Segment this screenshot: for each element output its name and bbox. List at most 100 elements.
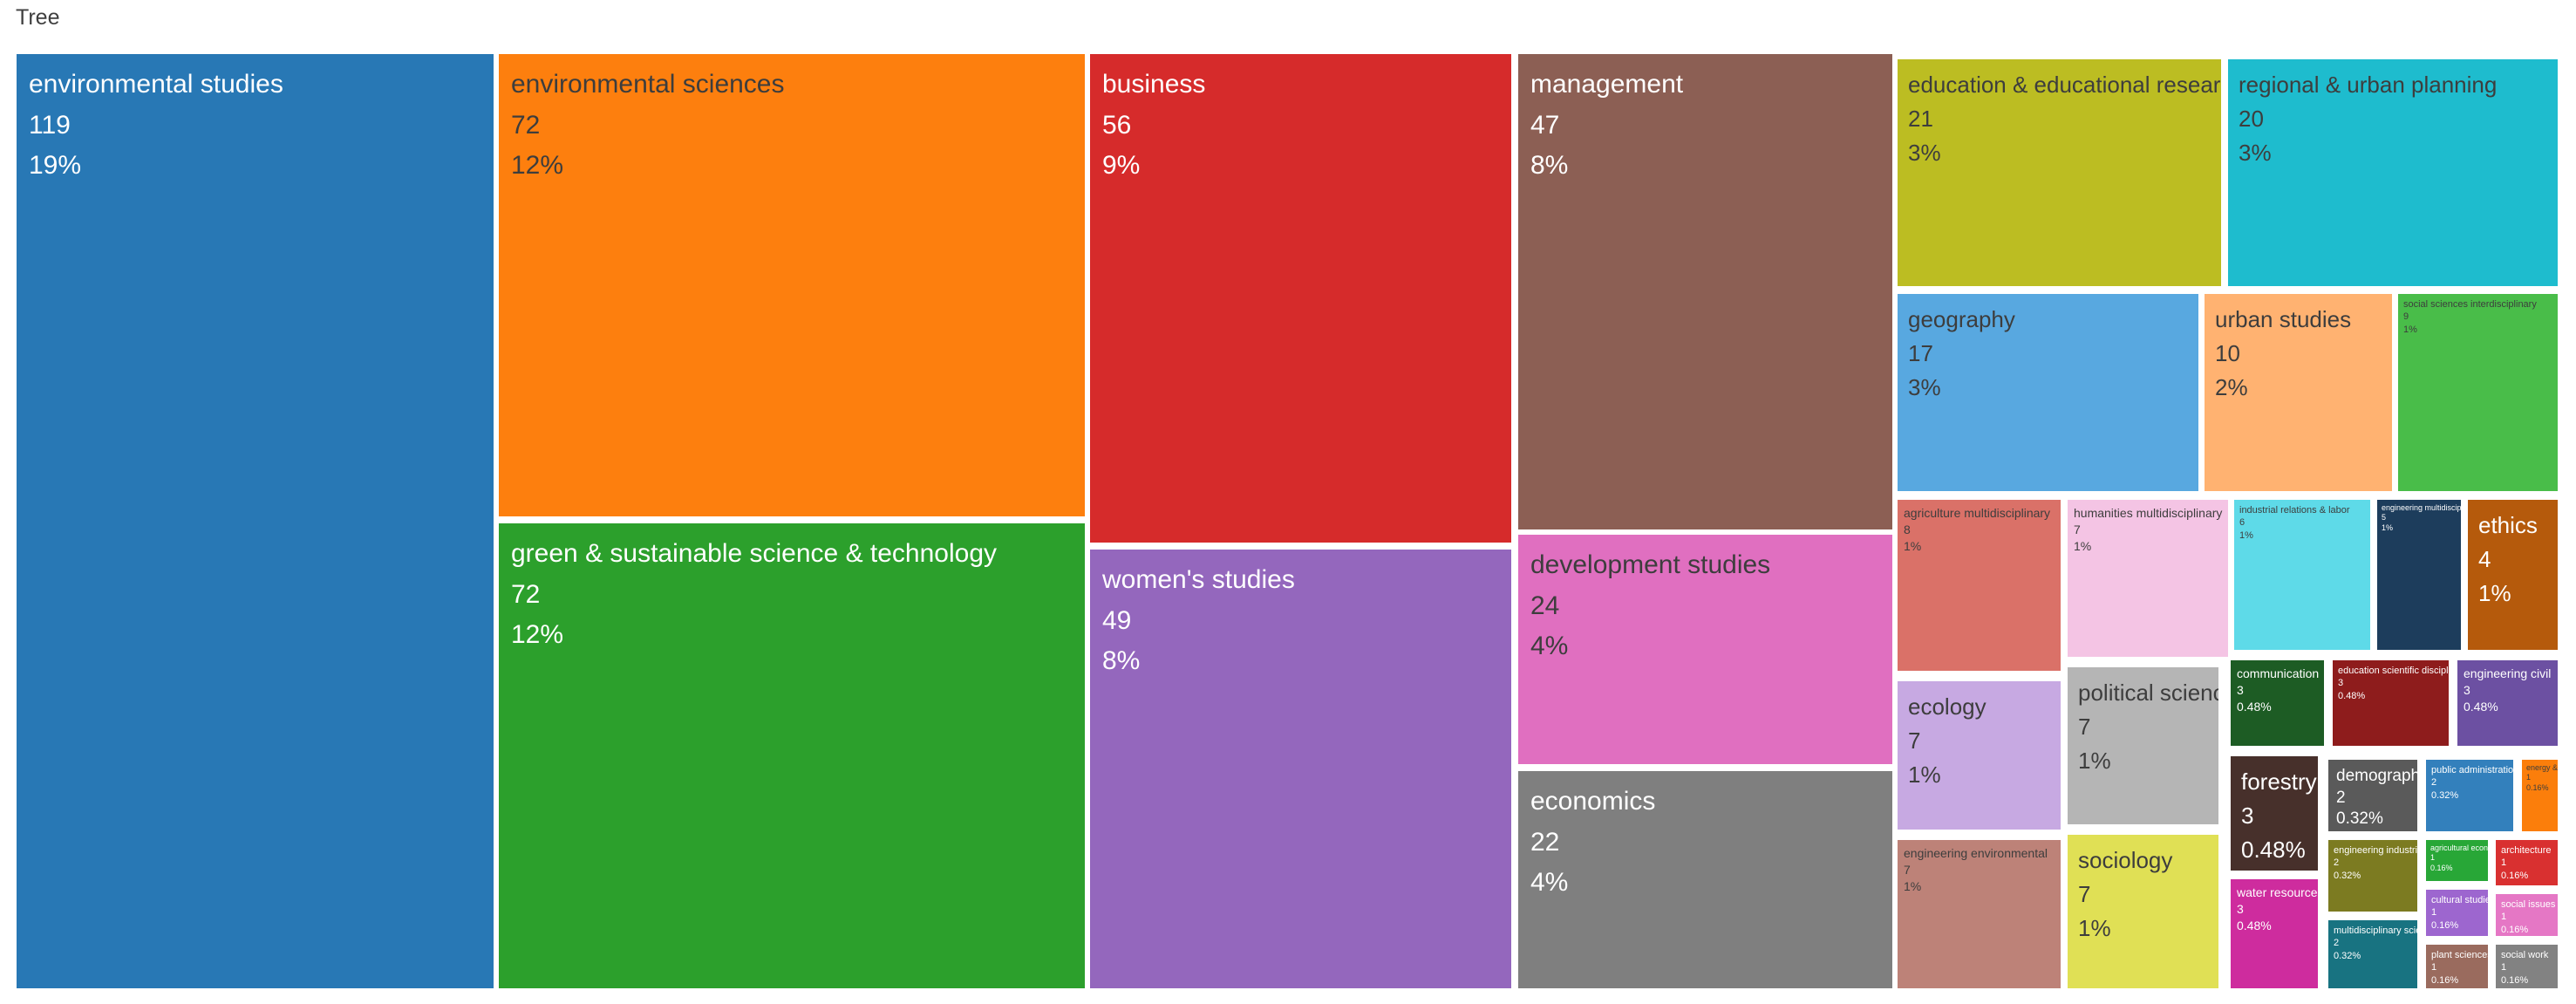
- cell-percent: 1%: [2078, 915, 2111, 941]
- treemap-cell-humanities-multidisciplinary[interactable]: humanities multidisciplinary 7 1%: [2068, 500, 2228, 657]
- treemap-cell-education-scientific-disciplines[interactable]: education scientific disciplines 30.48%: [2333, 660, 2449, 746]
- treemap-cell-agricultural-economics-and-policy[interactable]: agricultural economics & policy10.16%: [2426, 840, 2488, 881]
- cell-percent: 0.48%: [2464, 699, 2498, 714]
- cell-label: environmental sciences: [511, 70, 785, 99]
- cell-percent: 3%: [2239, 140, 2272, 166]
- cell-label: demography: [2336, 767, 2417, 785]
- treemap-cell-political-science[interactable]: political science 7 1%: [2068, 667, 2218, 824]
- cell-percent: 0.16%: [2501, 924, 2529, 935]
- treemap-cell-agriculture-multidisciplinary[interactable]: agriculture multidisciplinary 8 1%: [1898, 500, 2061, 671]
- treemap-cell-management[interactable]: management 47 8%: [1518, 54, 1892, 529]
- cell-label: education scientific disciplines: [2338, 666, 2449, 676]
- treemap-cell-public-administration[interactable]: public administration 2 0.32%: [2426, 760, 2513, 831]
- cell-label: engineering environmental: [1904, 846, 2048, 860]
- cell-label: regional & urban planning: [2239, 72, 2498, 98]
- cell-count: 47: [1530, 110, 1560, 140]
- cell-label: architecture: [2501, 845, 2552, 856]
- cell-count: 5: [2382, 513, 2387, 522]
- cell-label: social work: [2501, 950, 2549, 960]
- cell-label: public administration: [2431, 765, 2513, 775]
- treemap-cell-cultural-studies[interactable]: cultural studies 10.16%: [2426, 890, 2488, 936]
- cell-count: 3: [2241, 803, 2254, 829]
- cell-count: 2: [2334, 938, 2340, 949]
- treemap-cell-environmental-studies[interactable]: environmental studies 119 19%: [17, 54, 494, 988]
- cell-percent: 4%: [1530, 868, 1569, 897]
- treemap-cell-communication[interactable]: communication 3 0.48%: [2231, 660, 2324, 746]
- treemap-cell-regional-and-urban-planning[interactable]: regional & urban planning 20 3%: [2228, 59, 2558, 286]
- treemap-cell-development-studies[interactable]: development studies 24 4%: [1518, 535, 1892, 764]
- cell-label: political science: [2078, 680, 2218, 706]
- cell-percent: 1%: [2078, 748, 2111, 774]
- cell-percent: 8%: [1530, 151, 1569, 180]
- treemap-cell-urban-studies[interactable]: urban studies 10 2%: [2205, 294, 2392, 491]
- treemap-cell-architecture[interactable]: architecture 1 0.16%: [2496, 840, 2558, 885]
- cell-label: agricultural economics & policy: [2430, 843, 2488, 852]
- cell-label: communication: [2237, 666, 2320, 680]
- cell-label: forestry: [2241, 768, 2317, 795]
- cell-label: ethics: [2478, 512, 2538, 538]
- cell-label: water resources: [2237, 885, 2318, 899]
- cell-percent: 0.16%: [2501, 870, 2529, 881]
- cell-percent: 0.16%: [2501, 974, 2529, 986]
- treemap-cell-energy-and-fuels[interactable]: energy & fuels10.16%: [2522, 760, 2558, 831]
- treemap-cell-social-sciences-interdisciplinary[interactable]: social sciences interdisciplinary 9 1%: [2398, 294, 2558, 491]
- cell-percent: 3%: [1908, 374, 1941, 400]
- treemap-cell-water-resources[interactable]: water resources 3 0.48%: [2231, 879, 2318, 988]
- treemap-cell-multidisciplinary-sciences[interactable]: multidisciplinary sciences 20.32%: [2328, 920, 2417, 988]
- cell-label: business: [1102, 70, 1206, 99]
- cell-percent: 1%: [2403, 324, 2417, 335]
- treemap-cell-ethics[interactable]: ethics 4 1%: [2468, 500, 2558, 650]
- cell-label: ecology: [1908, 693, 1987, 720]
- cell-percent: 1%: [2074, 538, 2092, 553]
- cell-percent: 1%: [1908, 762, 1941, 788]
- cell-count: 7: [2078, 881, 2091, 907]
- cell-label: environmental studies: [29, 70, 283, 99]
- cell-percent: 12%: [511, 151, 564, 180]
- treemap-cell-social-issues[interactable]: social issues 1 0.16%: [2496, 894, 2558, 936]
- cell-count: 6: [2239, 517, 2245, 529]
- cell-count: 20: [2239, 106, 2264, 132]
- cell-percent: 0.32%: [2334, 870, 2361, 881]
- cell-percent: 0.16%: [2430, 863, 2453, 872]
- cell-percent: 1%: [1904, 538, 1922, 553]
- treemap-cell-engineering-industrial[interactable]: engineering industrial 2 0.32%: [2328, 840, 2417, 912]
- cell-count: 4: [2478, 546, 2491, 572]
- cell-percent: 9%: [1102, 151, 1141, 180]
- cell-label: engineering multidisciplinary: [2382, 503, 2461, 512]
- treemap-cell-business[interactable]: business 56 9%: [1090, 54, 1511, 543]
- treemap-cell-social-work[interactable]: social work 1 0.16%: [2496, 945, 2558, 988]
- cell-label: social sciences interdisciplinary: [2403, 299, 2537, 310]
- treemap-cell-engineering-environmental[interactable]: engineering environmental 7 1%: [1898, 840, 2061, 988]
- cell-count: 3: [2338, 678, 2344, 689]
- treemap-cell-forestry[interactable]: forestry 3 0.48%: [2231, 756, 2318, 871]
- cell-label: development studies: [1530, 550, 1771, 579]
- treemap-cell-engineering-civil[interactable]: engineering civil 3 0.48%: [2457, 660, 2558, 746]
- cell-label: geography: [1908, 306, 2015, 332]
- cell-count: 22: [1530, 827, 1560, 857]
- treemap-cell-demography[interactable]: demography 2 0.32%: [2328, 760, 2417, 831]
- treemap-cell-sociology[interactable]: sociology 7 1%: [2068, 835, 2218, 988]
- cell-count: 1: [2430, 853, 2436, 863]
- cell-count: 49: [1102, 605, 1132, 635]
- treemap-cell-education-and-educational-research[interactable]: education & educational research 21 3%: [1898, 59, 2221, 286]
- cell-percent: 19%: [29, 151, 82, 180]
- treemap-cell-environmental-sciences[interactable]: environmental sciences 72 12%: [499, 54, 1085, 516]
- treemap-cell-engineering-multidisciplinary[interactable]: engineering multidisciplinary51%: [2377, 500, 2461, 650]
- cell-count: 1: [2431, 907, 2437, 919]
- treemap-cell-industrial-relations-and-labor[interactable]: industrial relations & labor 6 1%: [2234, 500, 2370, 650]
- cell-percent: 0.48%: [2237, 699, 2272, 714]
- treemap-cell-economics[interactable]: economics 22 4%: [1518, 771, 1892, 988]
- treemap-cell-plant-sciences[interactable]: plant sciences 1 0.16%: [2426, 945, 2488, 988]
- treemap-cell-women-s-studies[interactable]: women's studies 49 8%: [1090, 550, 1511, 988]
- treemap-cell-green-and-sustainable-science-and-technology[interactable]: green & sustainable science & technology…: [499, 523, 1085, 988]
- cell-percent: 0.16%: [2431, 919, 2459, 931]
- cell-count: 72: [511, 110, 541, 140]
- cell-count: 1: [2501, 857, 2507, 869]
- cell-count: 1: [2526, 773, 2532, 782]
- cell-count: 7: [1908, 727, 1921, 754]
- treemap-cell-ecology[interactable]: ecology 7 1%: [1898, 681, 2061, 830]
- cell-label: engineering industrial: [2334, 845, 2417, 856]
- cell-count: 3: [2237, 682, 2244, 697]
- treemap-cell-geography[interactable]: geography 17 3%: [1898, 294, 2198, 491]
